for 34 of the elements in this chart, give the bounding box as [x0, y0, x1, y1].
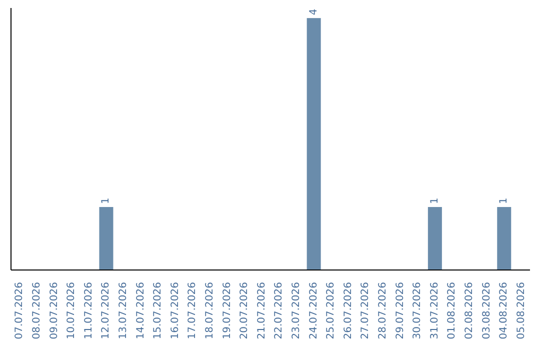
x-tick-label: 17.07.2026: [187, 282, 198, 340]
x-tick-label: 08.07.2026: [31, 282, 42, 340]
x-tick-label: 27.07.2026: [360, 282, 372, 340]
x-tick-label: 16.07.2026: [170, 282, 181, 340]
x-tick-label: 04.08.2026: [498, 282, 510, 340]
x-tick-label: 28.07.2026: [377, 282, 388, 340]
data-label: 1: [498, 198, 510, 204]
x-tick-label: 05.08.2026: [516, 282, 527, 340]
x-tick-label: 11.07.2026: [83, 282, 94, 340]
x-tick-label: 21.07.2026: [256, 282, 268, 340]
x-tick-label: 14.07.2026: [135, 282, 146, 340]
x-tick-label: 07.07.2026: [14, 282, 26, 340]
x-tick-label: 09.07.2026: [48, 282, 60, 340]
x-tick-label: 15.07.2026: [152, 282, 164, 340]
x-tick-label: 19.07.2026: [222, 282, 233, 340]
x-tick-label: 24.07.2026: [308, 282, 320, 340]
x-tick-label: 13.07.2026: [118, 282, 129, 340]
x-tick-label: 01.08.2026: [446, 282, 458, 340]
x-tick-label: 25.07.2026: [326, 282, 337, 340]
x-tick-label: 23.07.2026: [290, 282, 302, 340]
x-tick-label: 22.07.2026: [274, 282, 285, 340]
x-tick-label: 02.08.2026: [464, 282, 475, 340]
x-tick-label: 20.07.2026: [239, 282, 250, 340]
x-tick-label: 10.07.2026: [66, 282, 78, 340]
x-tick-label: 12.07.2026: [100, 282, 112, 340]
x-tick-label: 30.07.2026: [412, 282, 424, 340]
x-tick-label: 26.07.2026: [342, 282, 354, 340]
x-tick-label: 29.07.2026: [394, 282, 406, 340]
data-label: 1: [100, 198, 112, 204]
data-label: 4: [308, 8, 320, 16]
x-tick-label: 03.08.2026: [481, 282, 492, 340]
x-tick-label: 31.07.2026: [429, 282, 440, 340]
x-tick-label: 18.07.2026: [204, 282, 216, 340]
data-label: 1: [429, 198, 440, 204]
